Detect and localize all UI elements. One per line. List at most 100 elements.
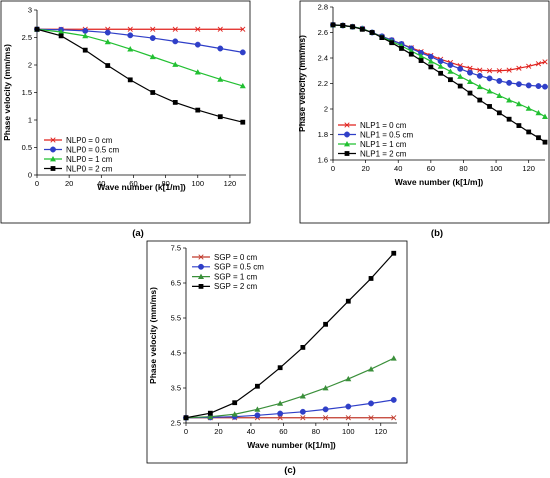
data-point (368, 415, 374, 421)
x-tick-label: 40 (394, 164, 402, 173)
data-point (350, 24, 355, 30)
data-point (418, 53, 425, 59)
data-point (457, 73, 464, 79)
series-line (332, 24, 546, 72)
data-point (217, 45, 224, 52)
series-line (332, 24, 546, 88)
y-tick-label: 3.5 (171, 384, 181, 393)
y-tick-label: 0.5 (22, 143, 32, 152)
y-tick-label: 2.8 (318, 3, 328, 12)
y-axis-label: Phase velocity (mm/ms) (148, 287, 158, 384)
data-point (438, 70, 444, 76)
legend-label: SGP = 0.5 cm (214, 263, 264, 272)
data-point (195, 26, 201, 32)
legend-label: SGP = 2 cm (214, 282, 258, 291)
data-point (127, 77, 133, 83)
data-point (506, 116, 512, 122)
panel-a-caption: (a) (132, 228, 144, 239)
x-tick-label: 120 (522, 164, 535, 173)
data-point (323, 321, 328, 327)
series-4 (183, 250, 397, 421)
x-tick-label: 60 (427, 164, 435, 173)
y-tick-label: 1.5 (22, 88, 32, 97)
data-point (506, 67, 512, 73)
data-point (345, 375, 352, 382)
data-point (172, 26, 178, 32)
data-point (486, 88, 493, 94)
data-point (477, 67, 483, 73)
data-point (217, 76, 224, 82)
data-point (322, 406, 329, 413)
data-point (447, 62, 454, 68)
x-tick-label: 120 (224, 179, 237, 188)
data-point (486, 68, 493, 74)
data-point (379, 35, 385, 40)
x-tick-label: 20 (214, 427, 222, 436)
y-tick-label: 2.6 (318, 28, 328, 37)
data-point (299, 408, 306, 415)
x-axis-label: Wave number (k[1/m]) (97, 182, 186, 192)
legend-label: NLP1 = 0 cm (360, 121, 407, 130)
y-axis-label: Phase velocity (mm/ms) (297, 35, 307, 132)
data-point (368, 366, 375, 372)
legend-label: NLP0 = 0.5 cm (66, 145, 119, 154)
legend-marker (344, 131, 350, 138)
data-point (390, 396, 397, 403)
y-tick-label: 1.6 (318, 156, 328, 165)
data-point (437, 63, 444, 69)
data-point (330, 22, 336, 28)
data-point (427, 58, 434, 64)
legend-label: NLP1 = 1 cm (360, 140, 407, 149)
data-point (82, 27, 89, 34)
data-point (525, 82, 532, 89)
chart-panel-b: (b) 0 20 40 60 80 100 120 1.6 1.8 2 2.2 2.4 2.6 2.8 Wa… (297, 0, 550, 239)
panel-c-frame (146, 240, 408, 464)
y-axis-label: Phase velocity (mm/ms) (2, 44, 12, 141)
data-point (231, 411, 238, 417)
x-tick-label: 80 (312, 427, 320, 436)
series-4 (330, 22, 548, 145)
data-point (300, 345, 306, 350)
data-point (516, 65, 522, 71)
series-2 (183, 396, 397, 421)
data-point (369, 30, 375, 35)
data-point (418, 58, 424, 63)
data-point (467, 90, 473, 96)
x-tick-label: 120 (375, 427, 388, 436)
x-tick-label: 80 (459, 164, 467, 173)
legend-marker (198, 263, 204, 270)
series-4 (34, 26, 246, 125)
series-line (185, 252, 395, 419)
data-point (368, 276, 374, 281)
data-point (345, 298, 351, 304)
data-point (486, 75, 493, 82)
legend-label: SGP = 0 cm (214, 253, 258, 262)
data-point (345, 415, 351, 421)
panel-b-caption: (b) (431, 228, 443, 239)
data-point (277, 365, 283, 371)
data-point (345, 403, 352, 410)
y-tick-label: 2 (28, 61, 32, 70)
data-point (526, 129, 532, 135)
data-point (448, 77, 453, 83)
x-tick-label: 0 (331, 164, 335, 173)
series-3 (34, 26, 246, 89)
y-tick-label: 2.5 (171, 419, 181, 428)
legend-label: NLP1 = 0.5 cm (360, 130, 413, 139)
y-tick-label: 2.4 (318, 54, 328, 63)
data-point (150, 90, 156, 95)
y-tick-label: 0 (28, 171, 32, 180)
x-tick-label: 100 (490, 164, 503, 173)
legend-marker (344, 122, 350, 128)
data-point (277, 410, 284, 417)
y-tick-label: 2.2 (318, 79, 328, 88)
data-point (525, 105, 532, 111)
data-point (300, 415, 306, 421)
data-point (542, 59, 548, 65)
data-point (195, 107, 201, 113)
data-point (172, 100, 178, 105)
data-point (496, 92, 503, 99)
data-point (368, 400, 374, 407)
data-point (322, 415, 329, 421)
